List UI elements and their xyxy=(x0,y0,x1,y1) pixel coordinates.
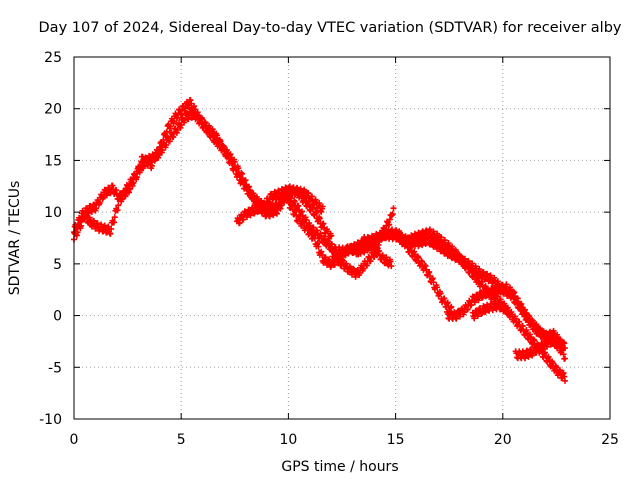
data-point xyxy=(96,199,103,206)
plot-frame xyxy=(73,56,611,420)
y-tick-label: 10 xyxy=(44,205,62,221)
data-point xyxy=(111,219,118,226)
data-point xyxy=(549,359,556,366)
grid-lines xyxy=(74,57,610,419)
series-track-1 xyxy=(71,97,566,354)
y-tick-label: -10 xyxy=(39,412,62,428)
chart-title: Day 107 of 2024, Sidereal Day-to-day VTE… xyxy=(39,20,622,36)
y-tick-label: -5 xyxy=(48,360,62,376)
data-point xyxy=(181,116,188,123)
data-point xyxy=(382,227,389,234)
data-point xyxy=(235,165,242,172)
data-point xyxy=(379,233,386,240)
data-point xyxy=(111,214,118,221)
data-point xyxy=(250,192,257,199)
y-tick-label: 25 xyxy=(44,50,62,66)
data-point xyxy=(430,279,437,286)
data-point xyxy=(278,202,285,209)
x-tick-label: 15 xyxy=(387,432,405,448)
data-point xyxy=(118,196,125,203)
data-point xyxy=(167,123,174,130)
data-point xyxy=(315,243,322,250)
data-point xyxy=(303,216,310,223)
x-tick-label: 5 xyxy=(177,432,186,448)
data-point xyxy=(100,194,107,201)
data-point xyxy=(93,205,100,212)
data-point xyxy=(316,215,323,222)
x-tick-label: 0 xyxy=(70,432,79,448)
data-point xyxy=(293,212,300,219)
data-point xyxy=(504,310,511,317)
series-track-7 xyxy=(392,226,568,384)
data-point xyxy=(360,265,367,272)
data-point xyxy=(389,211,396,218)
y-tick-label: 15 xyxy=(44,153,62,169)
y-tick-label: 20 xyxy=(44,102,62,118)
data-point xyxy=(74,222,81,229)
data-point xyxy=(171,118,178,125)
series-track-3 xyxy=(233,183,326,227)
data-point xyxy=(108,225,115,232)
x-tick-label: 20 xyxy=(494,432,512,448)
x-axis-label: GPS time / hours xyxy=(281,459,398,475)
series-track-9 xyxy=(469,299,511,322)
x-tick-label: 25 xyxy=(601,432,619,448)
data-point xyxy=(231,158,238,165)
data-point xyxy=(300,219,307,226)
data-point xyxy=(311,235,318,242)
y-axis-label: SDTVAR / TECUs xyxy=(7,181,23,296)
series-track-6 xyxy=(354,234,395,270)
data-point xyxy=(159,147,166,154)
data-point xyxy=(561,345,568,352)
data-point xyxy=(434,284,441,291)
y-tick-label: 5 xyxy=(53,257,62,273)
data-point xyxy=(163,128,170,135)
data-point xyxy=(471,271,478,278)
axis-ticks: 0 5 10 15 20 25 -10 -5 0 5 10 15 20 25 xyxy=(39,50,619,448)
y-tick-label: 0 xyxy=(53,309,62,325)
data-point xyxy=(561,355,568,362)
data-point xyxy=(359,242,366,249)
data-point xyxy=(388,263,395,270)
data-point xyxy=(369,240,376,247)
data-point xyxy=(328,232,335,239)
data-point xyxy=(313,209,320,216)
data-point xyxy=(122,190,129,197)
data-point xyxy=(319,203,326,210)
data-point xyxy=(448,303,455,310)
data-point xyxy=(115,202,122,209)
x-tick-label: 10 xyxy=(279,432,297,448)
data-point xyxy=(356,248,363,255)
data-points xyxy=(71,97,568,384)
data-point xyxy=(390,205,397,212)
data-point xyxy=(561,377,568,384)
series-track-10 xyxy=(512,334,568,362)
series-track-8 xyxy=(444,281,568,362)
data-point xyxy=(437,290,444,297)
data-point xyxy=(163,142,170,149)
